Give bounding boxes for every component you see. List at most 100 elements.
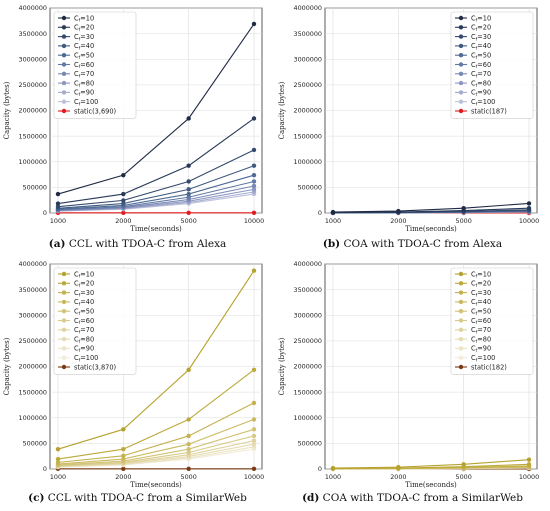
legend-box: [53, 267, 137, 375]
legend-swatch-marker: [61, 355, 67, 360]
y-axis-label: Capacity (bytes): [3, 81, 11, 139]
y-tick-label: 4000000: [19, 260, 47, 268]
legend-label: static(182): [471, 363, 507, 371]
data-point: [251, 210, 257, 216]
y-tick-label: 1000000: [294, 414, 322, 422]
legend-label: Cf=100: [74, 98, 98, 107]
data-point: [251, 438, 257, 443]
data-point: [251, 187, 257, 192]
legend-swatch-marker: [458, 364, 464, 370]
y-tick-label: 500000: [298, 184, 322, 192]
legend-swatch-marker: [61, 43, 67, 49]
legend-label: Cf=70: [74, 70, 94, 79]
legend-label: Cf=40: [74, 42, 94, 51]
legend-swatch-marker: [458, 309, 464, 314]
data-point: [55, 446, 61, 452]
y-tick-label: 2500000: [294, 337, 322, 345]
y-tick-label: 3000000: [19, 311, 47, 319]
legend-box: [450, 11, 534, 119]
data-point: [186, 179, 191, 184]
legend-label: Cf=70: [471, 70, 491, 79]
caption-c: (c) CCL with TDOA-C from a SimilarWeb: [0, 492, 275, 504]
caption-c-text: CCL with TDOA-C from a SimilarWeb: [44, 492, 247, 504]
legend-label: Cf=10: [74, 270, 94, 279]
legend-swatch-marker: [458, 336, 464, 342]
x-axis-label: Time(seconds): [405, 225, 457, 233]
legend-label: Cf=60: [471, 317, 491, 326]
legend-swatch-marker: [458, 80, 464, 86]
caption-d-letter: (d): [302, 492, 320, 504]
legend-swatch-marker: [458, 299, 464, 305]
series-line: [332, 463, 530, 470]
legend-swatch-marker: [61, 25, 67, 30]
legend-swatch-marker: [61, 62, 67, 67]
data-point: [461, 206, 466, 211]
y-axis-label: Capacity (bytes): [278, 81, 286, 139]
legend-label: Cf=50: [74, 308, 94, 317]
data-point: [55, 456, 61, 462]
data-point: [121, 191, 126, 197]
chart-c: 0 500000 1000000 1500000 2000000 2500000 30000…: [3, 260, 264, 489]
x-axis-label: Time(seconds): [405, 481, 457, 489]
x-axis-label: Time(seconds): [130, 225, 182, 233]
y-axis-label: Capacity (bytes): [3, 337, 11, 395]
caption-d-text: COA with TDOA-C from a SimilarWeb: [319, 492, 523, 504]
x-tick-label: 5000: [181, 217, 197, 225]
y-tick-label: 0: [43, 465, 47, 473]
series-line: [57, 402, 255, 463]
data-point: [251, 400, 257, 406]
legend-label: Cf=90: [74, 89, 94, 98]
data-point: [526, 462, 532, 467]
x-tick-label: 10000: [244, 473, 264, 481]
series-line: [332, 202, 530, 213]
data-point: [251, 163, 257, 168]
legend-swatch-marker: [61, 99, 67, 104]
legend-swatch-marker: [458, 327, 464, 332]
legend-label: static(3,690): [74, 107, 116, 115]
x-tick-label: 10000: [519, 217, 539, 225]
y-tick-label: 2500000: [19, 337, 47, 345]
legend-swatch-marker: [458, 99, 464, 104]
legend-box: [53, 11, 137, 119]
series-10: [55, 210, 257, 216]
y-tick-label: 3500000: [19, 286, 47, 294]
data-point: [121, 172, 126, 178]
data-point: [121, 456, 126, 462]
legend-swatch-marker: [458, 355, 464, 360]
caption-b: (b) COA with TDOA-C from Alexa: [275, 238, 550, 250]
chart-a: 0 500000 1000000 1500000 2000000 2500000 30000…: [3, 4, 264, 233]
y-axis-label: Capacity (bytes): [278, 337, 286, 395]
data-point: [251, 268, 257, 273]
data-point: [55, 191, 61, 197]
legend-label: Cf=10: [74, 14, 94, 23]
data-point: [121, 198, 126, 203]
y-tick-label: 1500000: [19, 132, 47, 140]
data-point: [55, 204, 61, 209]
x-axis-label: Time(seconds): [130, 481, 182, 489]
legend-label: Cf=90: [471, 345, 491, 354]
legend-label: Cf=20: [74, 24, 94, 33]
y-tick-label: 1000000: [19, 414, 47, 422]
data-point: [186, 195, 191, 200]
x-tick-label: 1000: [50, 473, 66, 481]
y-tick-label: 4000000: [294, 4, 322, 12]
series-line: [57, 117, 255, 205]
legend-swatch-marker: [61, 327, 67, 332]
data-point: [251, 417, 257, 422]
y-tick-label: 2500000: [294, 81, 322, 89]
legend-label: Cf=40: [471, 298, 491, 307]
series-line: [57, 180, 255, 211]
legend-label: Cf=60: [471, 61, 491, 70]
legend-swatch-marker: [458, 271, 464, 277]
series-line: [57, 23, 255, 195]
data-point: [251, 21, 257, 27]
legend-swatch-marker: [61, 34, 67, 39]
data-point: [526, 201, 532, 206]
series-0: [55, 21, 257, 197]
legend-box: [450, 267, 534, 375]
legend-swatch-marker: [458, 53, 464, 58]
data-point: [251, 183, 257, 189]
y-tick-label: 500000: [298, 440, 322, 448]
data-point: [251, 367, 257, 373]
chart-b: 0 500000 1000000 1500000 2000000 2500000 30000…: [278, 4, 539, 233]
